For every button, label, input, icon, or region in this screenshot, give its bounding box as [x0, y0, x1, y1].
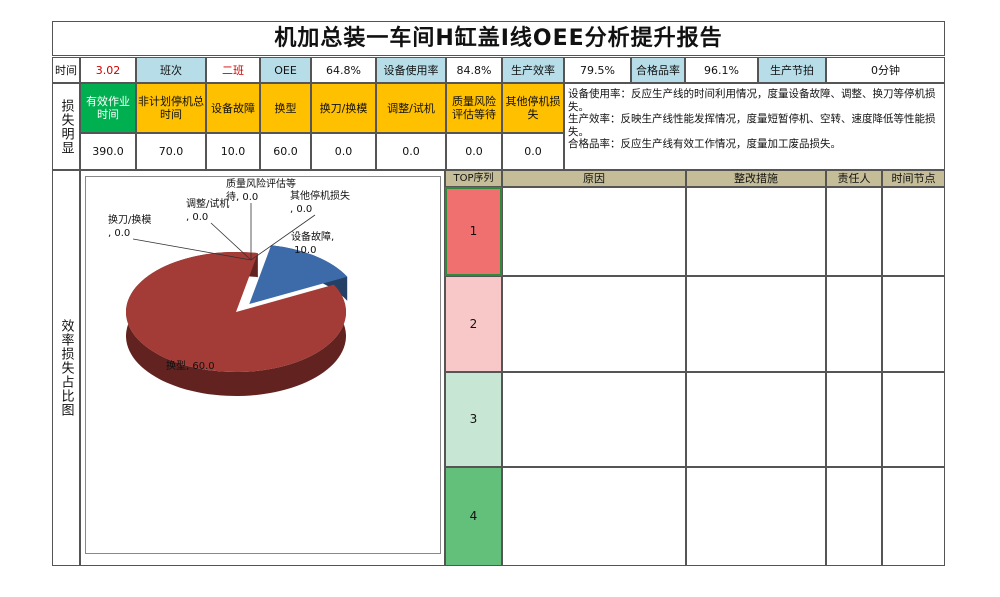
- report-title: 机加总装一车间H缸盖I线OEE分析提升报告: [52, 21, 945, 56]
- top-header-owner: 责任人: [826, 170, 882, 187]
- loss-header-effective-time: 有效作业时间: [80, 83, 136, 133]
- report-sheet: 机加总装一车间H缸盖I线OEE分析提升报告 时间 3.02 班次 二班 OEE …: [52, 21, 945, 566]
- loss-value-adjustment[interactable]: 0.0: [376, 133, 446, 170]
- loss-header-changeover: 换型: [260, 83, 311, 133]
- top-deadline-1[interactable]: [882, 187, 945, 276]
- top-deadline-4[interactable]: [882, 467, 945, 566]
- loss-header-equipment-failure: 设备故障: [206, 83, 260, 133]
- loss-header-unplanned-stop: 非计划停机总时间: [136, 83, 206, 133]
- top-rank-4[interactable]: 4: [445, 467, 502, 566]
- loss-description: 设备使用率：反应生产线的时间利用情况，度量设备故障、调整、换刀等停机损失。 生产…: [564, 83, 945, 170]
- pie-slice-label: 换刀/换模, 0.0: [108, 213, 151, 239]
- efficiency-section-label: 效率损失占比图: [52, 170, 80, 566]
- efficiency-label: 生产效率: [502, 57, 564, 83]
- top-rank-3[interactable]: 3: [445, 372, 502, 467]
- chart-panel: [80, 170, 445, 566]
- loss-value-other-stop[interactable]: 0.0: [502, 133, 564, 170]
- efficiency-value[interactable]: 79.5%: [564, 57, 631, 83]
- loss-value-effective-time[interactable]: 390.0: [80, 133, 136, 170]
- top-reason-2[interactable]: [502, 276, 686, 372]
- top-measure-3[interactable]: [686, 372, 826, 467]
- pie-slice[interactable]: [249, 245, 348, 305]
- pie-chart: 设备故障, 10.0 换型, 60.0 换刀/换模, 0.0 调整/试机, 0.0质量…: [108, 177, 350, 397]
- oee-value[interactable]: 64.8%: [311, 57, 376, 83]
- top-owner-4[interactable]: [826, 467, 882, 566]
- pie-slice[interactable]: [125, 252, 346, 372]
- utilization-label: 设备使用率: [376, 57, 446, 83]
- top-owner-2[interactable]: [826, 276, 882, 372]
- pie-slice-label: 设备故障, 10.0: [291, 230, 334, 256]
- top-rank-2[interactable]: 2: [445, 276, 502, 372]
- top-reason-3[interactable]: [502, 372, 686, 467]
- top-measure-4[interactable]: [686, 467, 826, 566]
- top-measure-1[interactable]: [686, 187, 826, 276]
- top-header-deadline: 时间节点: [882, 170, 945, 187]
- loss-value-unplanned-stop[interactable]: 70.0: [136, 133, 206, 170]
- pie-slice-label: 调整/试机, 0.0: [186, 197, 229, 223]
- utilization-value[interactable]: 84.8%: [446, 57, 502, 83]
- leader-line: [132, 238, 252, 261]
- loss-header-adjustment: 调整/试机: [376, 83, 446, 133]
- shift-value[interactable]: 二班: [206, 57, 260, 83]
- leader-line: [210, 222, 252, 261]
- chart-frame: 设备故障, 10.0 换型, 60.0 换刀/换模, 0.0 调整/试机, 0.0 质量…: [85, 176, 441, 554]
- top-deadline-3[interactable]: [882, 372, 945, 467]
- top-measure-2[interactable]: [686, 276, 826, 372]
- pie-slice-label: 其他停机损失, 0.0: [290, 189, 350, 215]
- top-owner-3[interactable]: [826, 372, 882, 467]
- pie-slice-label: 换型, 60.0: [166, 359, 215, 372]
- quality-label: 合格品率: [631, 57, 685, 83]
- leader-line: [250, 214, 316, 261]
- top-header-rank: TOP序列: [445, 170, 502, 187]
- pie-slice-label: 质量风险评估等待, 0.0: [226, 177, 296, 203]
- top-deadline-2[interactable]: [882, 276, 945, 372]
- time-value[interactable]: 3.02: [80, 57, 136, 83]
- top-rank-1[interactable]: 1: [445, 187, 502, 276]
- loss-header-other-stop: 其他停机损失: [502, 83, 564, 133]
- loss-header-tool-change: 换刀/换模: [311, 83, 376, 133]
- top-header-measure: 整改措施: [686, 170, 826, 187]
- time-label: 时间: [52, 57, 80, 83]
- loss-section-label: 损失明显: [52, 83, 80, 170]
- quality-value[interactable]: 96.1%: [685, 57, 758, 83]
- loss-value-quality-wait[interactable]: 0.0: [446, 133, 502, 170]
- loss-value-tool-change[interactable]: 0.0: [311, 133, 376, 170]
- top-header-reason: 原因: [502, 170, 686, 187]
- top-reason-1[interactable]: [502, 187, 686, 276]
- oee-label: OEE: [260, 57, 311, 83]
- shift-label: 班次: [136, 57, 206, 83]
- top-reason-4[interactable]: [502, 467, 686, 566]
- loss-value-equipment-failure[interactable]: 10.0: [206, 133, 260, 170]
- loss-value-changeover[interactable]: 60.0: [260, 133, 311, 170]
- takt-label: 生产节拍: [758, 57, 826, 83]
- takt-value[interactable]: 0分钟: [826, 57, 945, 83]
- loss-header-quality-wait: 质量风险评估等待: [446, 83, 502, 133]
- top-owner-1[interactable]: [826, 187, 882, 276]
